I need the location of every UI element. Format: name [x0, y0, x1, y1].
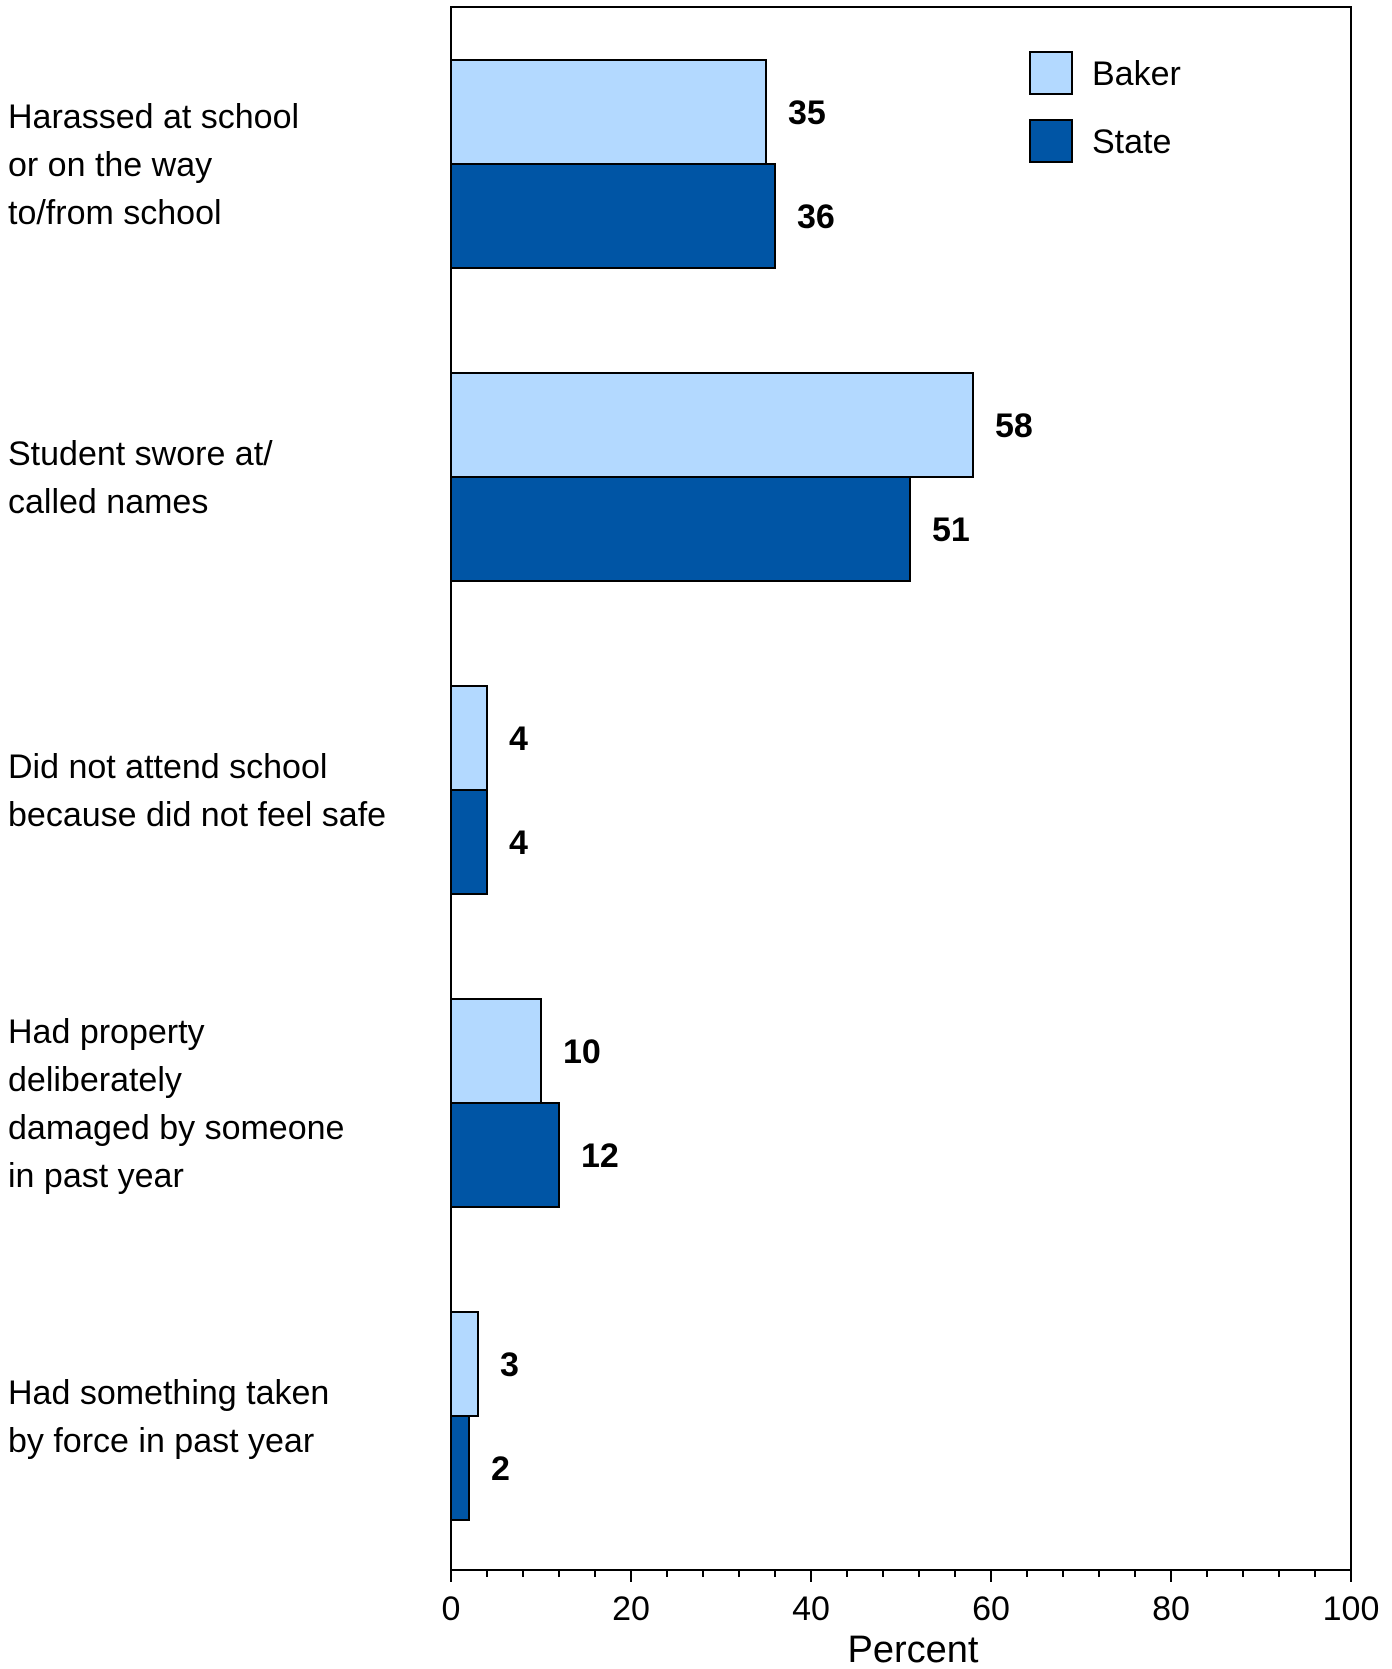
value-label-state-3: 12	[581, 1137, 619, 1175]
x-tick-label: 60	[972, 1590, 1010, 1628]
category-label-line: damaged by someone	[8, 1109, 344, 1147]
category-label-2: Did not attend school because did not fee…	[8, 748, 386, 834]
bar-state-1	[450, 476, 911, 582]
category-label-line: Had something taken	[8, 1374, 329, 1412]
x-tick-label: 40	[792, 1590, 830, 1628]
x-axis: 0 20 40 60 80 100	[442, 1569, 1380, 1628]
value-label-state-4: 2	[491, 1450, 510, 1488]
x-axis-title: Percent	[848, 1629, 979, 1669]
bar-baker-0	[450, 59, 767, 165]
bars-layer	[450, 59, 974, 1521]
value-label-state-1: 51	[932, 511, 970, 549]
category-label-line: Had property	[8, 1013, 205, 1051]
x-tick-label: 100	[1323, 1590, 1380, 1628]
value-label-baker-3: 10	[563, 1033, 601, 1071]
value-label-baker-0: 35	[788, 94, 826, 132]
value-label-state-0: 36	[797, 198, 835, 236]
category-label-line: Student swore at/	[8, 435, 273, 473]
value-label-state-2: 4	[509, 824, 528, 862]
value-label-baker-1: 58	[995, 407, 1033, 445]
x-tick-label: 20	[612, 1590, 650, 1628]
bar-baker-3	[450, 998, 542, 1104]
bar-state-0	[450, 163, 776, 269]
category-label-line: to/from school	[8, 194, 222, 232]
value-label-baker-4: 3	[500, 1346, 519, 1384]
x-tick-label: 80	[1152, 1590, 1190, 1628]
legend-swatch-state	[1029, 119, 1073, 163]
category-label-line: by force in past year	[8, 1422, 314, 1460]
category-label-line: because did not feel safe	[8, 796, 386, 834]
category-label-line: called names	[8, 483, 208, 521]
bar-baker-2	[450, 685, 488, 791]
category-label-1: Student swore at/called names	[8, 435, 273, 521]
category-labels-layer: Harassed at school or on the way to/from s…	[8, 98, 386, 1460]
bar-baker-4	[450, 1311, 479, 1417]
legend-label-baker: Baker	[1092, 55, 1181, 93]
legend-label-state: State	[1092, 123, 1171, 161]
legend: Baker State	[1029, 51, 1181, 163]
category-label-line: Harassed at school	[8, 98, 299, 136]
category-label-0: Harassed at school or on the way to/from s…	[8, 98, 299, 232]
category-label-line: in past year	[8, 1157, 184, 1195]
bar-state-2	[450, 789, 488, 895]
category-label-line: deliberately	[8, 1061, 182, 1099]
x-tick-label: 0	[442, 1590, 461, 1628]
bar-baker-1	[450, 372, 974, 478]
category-label-3: Had property deliberately damaged by someo…	[8, 1013, 344, 1195]
value-label-baker-2: 4	[509, 720, 528, 758]
category-label-4: Had something taken by force in past year	[8, 1374, 329, 1460]
legend-swatch-baker	[1029, 51, 1073, 95]
bar-state-4	[450, 1415, 470, 1521]
bar-state-3	[450, 1102, 560, 1208]
category-label-line: or on the way	[8, 146, 212, 184]
category-label-line: Did not attend school	[8, 748, 327, 786]
